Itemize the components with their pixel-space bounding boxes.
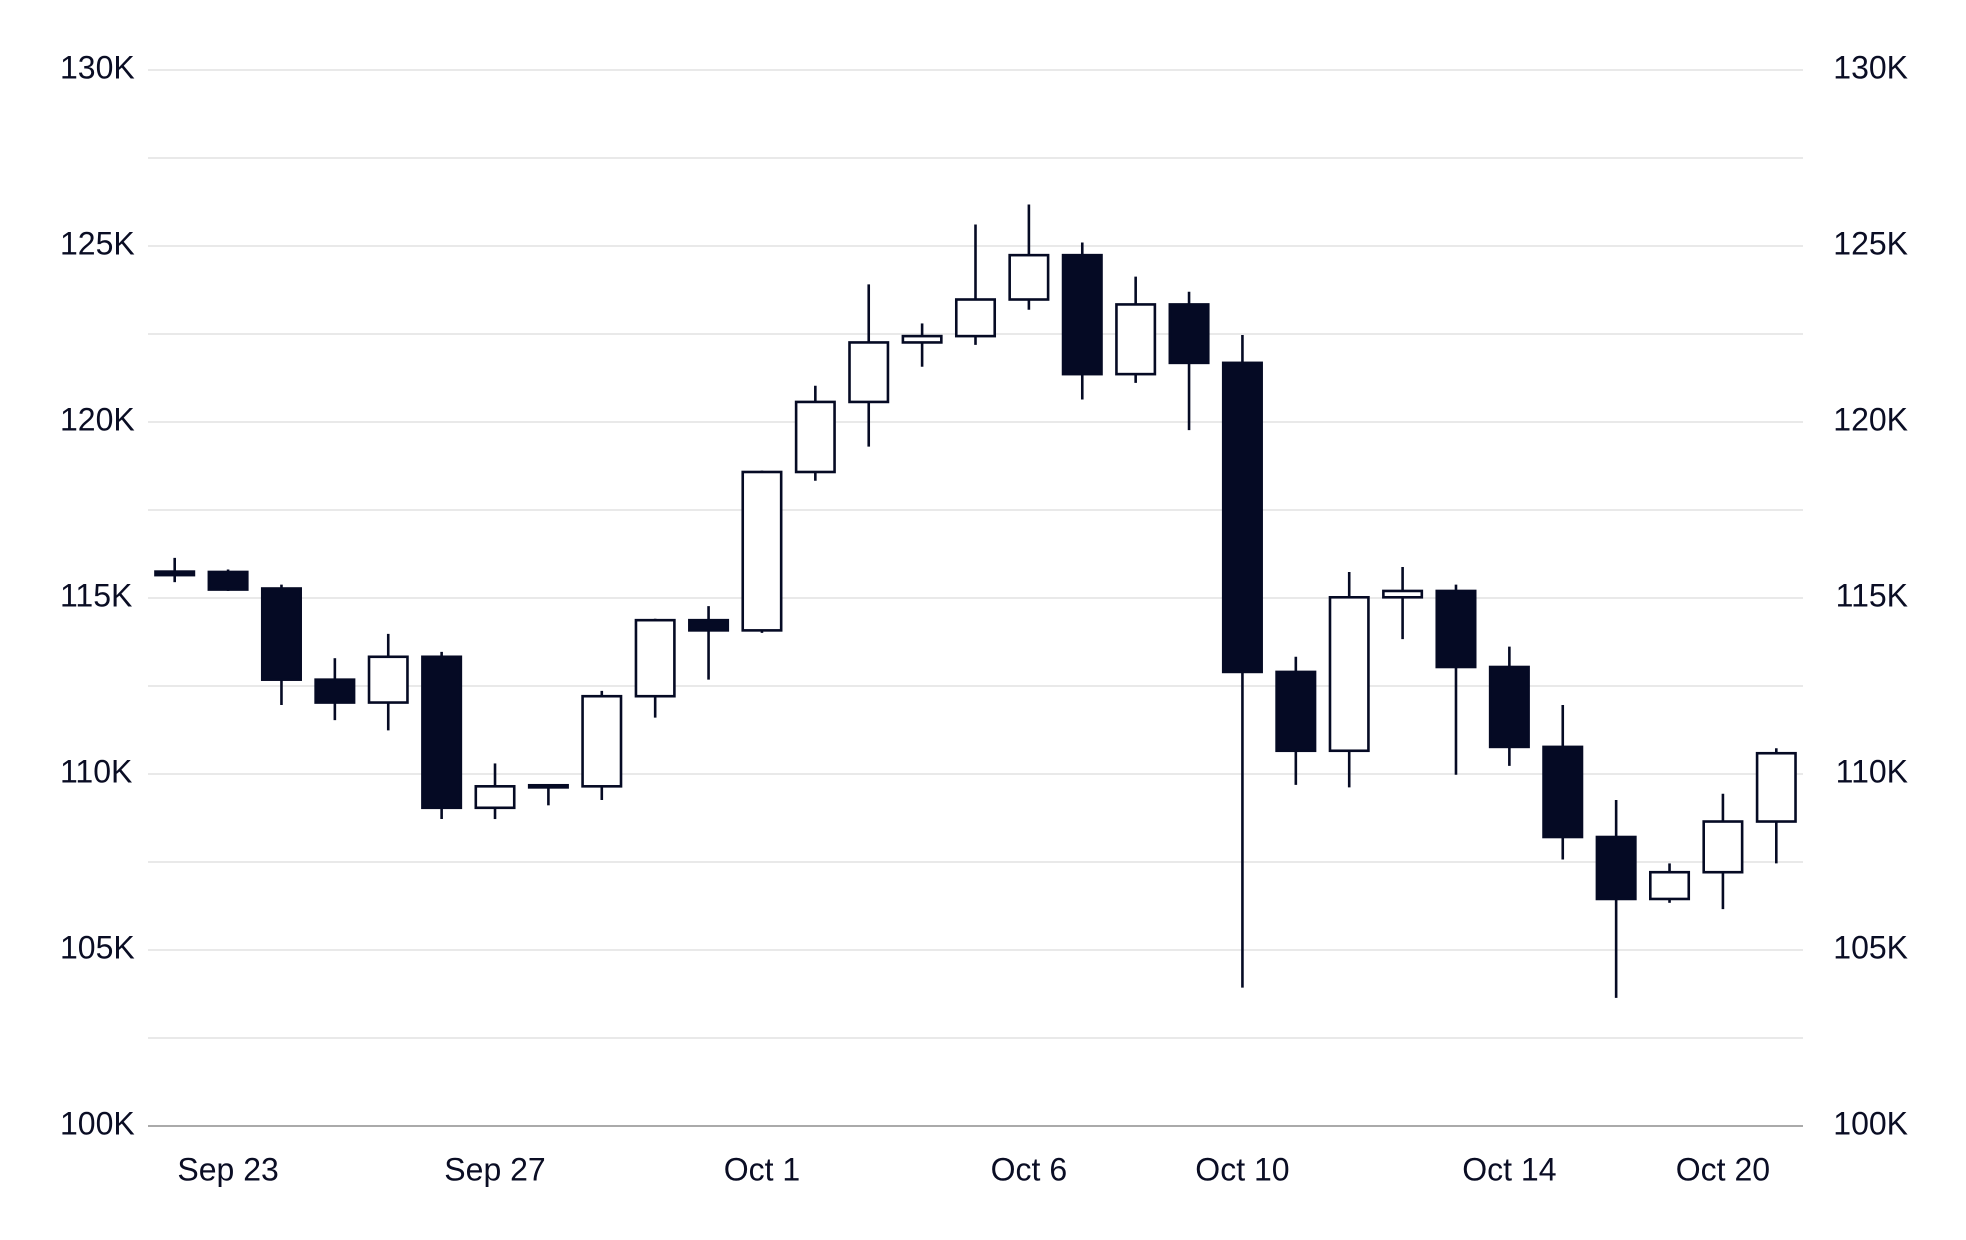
- y-tick-label: 125K: [60, 225, 135, 261]
- candle-body: [741, 470, 783, 632]
- x-tick-label: Oct 20: [1676, 1151, 1770, 1187]
- candle-body: [1382, 589, 1424, 599]
- candle-body: [1595, 835, 1637, 901]
- candle-body: [1702, 820, 1744, 874]
- candle-body: [314, 678, 356, 704]
- candle-body: [1328, 595, 1370, 753]
- candle-body: [154, 570, 196, 577]
- y2-tick-label: 115K: [1836, 577, 1908, 613]
- candle-body: [1221, 361, 1263, 674]
- y2-tick-label: 100K: [1833, 1105, 1908, 1141]
- candle-body: [1115, 303, 1157, 376]
- candle-body: [1488, 665, 1530, 749]
- candle-body: [474, 785, 516, 810]
- y2-tick-label: 125K: [1833, 225, 1908, 261]
- y-tick-label: 120K: [60, 401, 135, 437]
- y-tick-label: 105K: [60, 929, 135, 965]
- candle-body: [1168, 303, 1210, 365]
- candle-body: [1649, 870, 1691, 901]
- y-tick-label: 115K: [60, 577, 132, 613]
- x-tick-label: Oct 10: [1195, 1151, 1289, 1187]
- y-tick-label: 110K: [60, 753, 132, 789]
- candle-body: [207, 570, 249, 591]
- candle-body: [1008, 253, 1050, 301]
- candle-body: [688, 618, 730, 632]
- candle-body: [421, 655, 463, 810]
- candle-body: [1061, 253, 1103, 376]
- candle-body: [1755, 751, 1797, 823]
- y2-tick-label: 120K: [1833, 401, 1908, 437]
- candle-body: [1542, 745, 1584, 839]
- x-tick-label: Oct 6: [991, 1151, 1067, 1187]
- candle-body: [527, 783, 569, 789]
- candle-body: [1275, 670, 1317, 753]
- candle-body: [581, 694, 623, 788]
- x-tick-label: Oct 1: [724, 1151, 800, 1187]
- candle-body: [260, 587, 302, 681]
- x-tick-label: Sep 27: [444, 1151, 545, 1187]
- candle-body: [954, 298, 997, 338]
- candle-body: [848, 341, 890, 404]
- candle-body: [634, 618, 676, 698]
- candle-body: [794, 400, 836, 474]
- y-tick-label: 100K: [60, 1105, 135, 1141]
- candle-body: [367, 655, 409, 704]
- x-tick-label: Sep 23: [177, 1151, 278, 1187]
- candle-body: [1435, 589, 1477, 669]
- y2-tick-label: 110K: [1836, 753, 1908, 789]
- candle-body: [901, 334, 943, 344]
- y2-tick-label: 105K: [1833, 929, 1908, 965]
- y2-tick-label: 130K: [1833, 49, 1908, 85]
- y-tick-label: 130K: [60, 49, 135, 85]
- x-tick-label: Oct 14: [1462, 1151, 1556, 1187]
